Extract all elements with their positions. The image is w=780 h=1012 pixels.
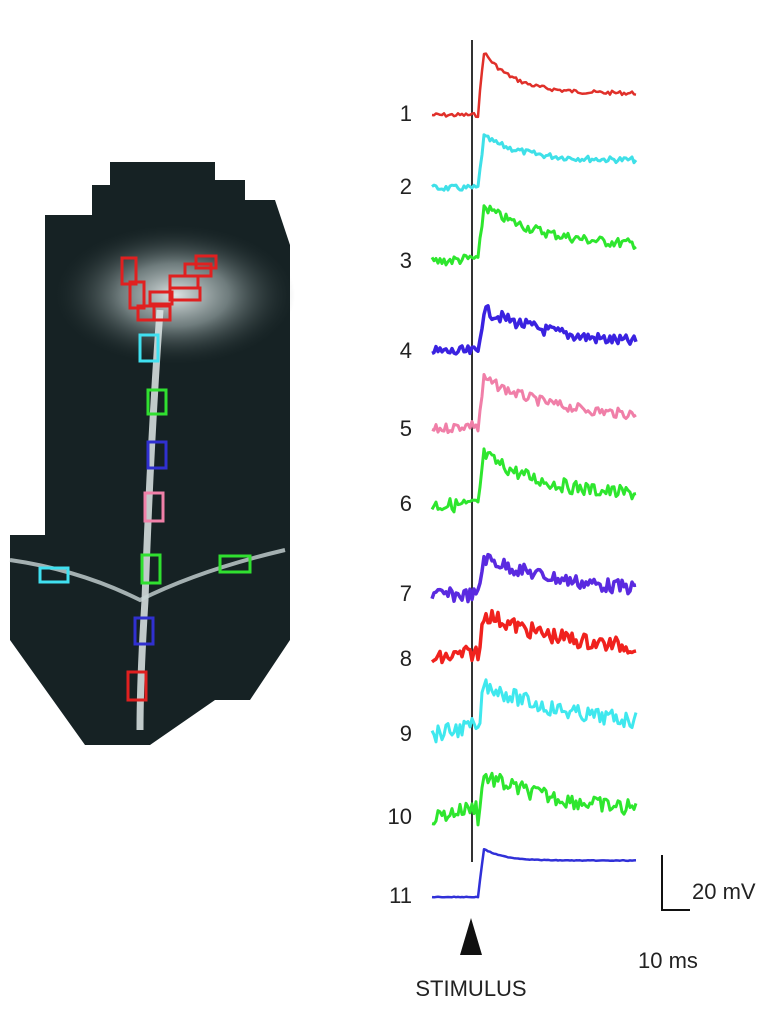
trace [432,206,636,265]
trace-label: 7 [400,581,412,606]
trace [432,135,636,191]
trace [432,555,636,602]
stimulus-label: STIMULUS [415,976,526,1001]
trace-label: 10 [388,804,412,829]
trace-label: 9 [400,721,412,746]
trace-label: 5 [400,416,412,441]
trace [432,54,636,117]
voltage-scale-label: 20 mV [692,879,756,904]
trace [432,773,636,825]
traces: 1 2 3 4 5 6 7 8 9 10 11 [388,54,636,908]
trace [432,849,636,897]
time-scale-label: 10 ms [638,948,698,973]
trace-label: 8 [400,646,412,671]
trace-label: 6 [400,491,412,516]
trace-label: 1 [400,101,412,126]
trace-label: 3 [400,248,412,273]
trace [432,611,636,663]
trace [432,306,636,354]
figure: 1 2 3 4 5 6 7 8 9 10 11 STIMULUS 20 mV 10 ms [0,0,780,1007]
neuron-image [10,162,295,745]
trace [432,449,636,512]
trace-label: 4 [400,338,412,363]
stimulus-arrow [460,918,482,955]
scale-bar [662,855,690,910]
trace [432,680,636,742]
trace-label: 2 [400,174,412,199]
trace-label: 11 [389,883,412,908]
trace [432,375,636,433]
